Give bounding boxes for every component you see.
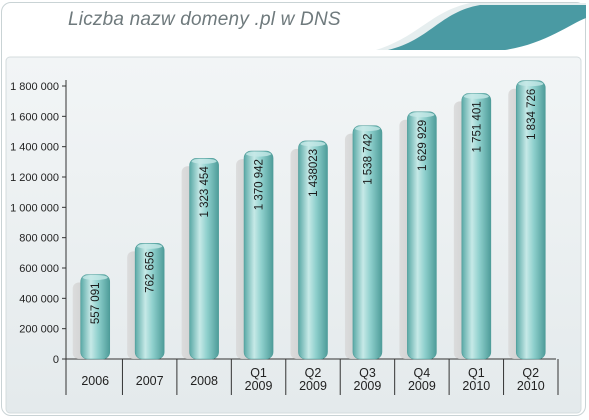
x-tick-label-quarter: Q2	[305, 366, 322, 380]
bar	[407, 111, 437, 360]
y-tick-label: 800 000	[19, 233, 59, 245]
bar-value-label: 1 323 454	[199, 166, 211, 218]
bar	[352, 125, 383, 360]
x-tick-label-year: 2010	[517, 379, 545, 393]
x-tick-label-quarter: Q1	[468, 366, 485, 380]
bar-value-label: 1 438023	[308, 149, 320, 197]
bar-top-highlight	[354, 126, 380, 132]
bar	[515, 80, 546, 360]
x-tick-label: 2008	[190, 374, 218, 388]
y-tick-label: 1 800 000	[10, 81, 59, 93]
y-tick-label: 0	[53, 354, 59, 366]
y-tick-label: 600 000	[19, 263, 59, 275]
x-tick-label: 2006	[81, 374, 109, 388]
bar-top-highlight	[82, 275, 108, 281]
y-tick-label: 1 600 000	[10, 111, 59, 123]
bar-value-label: 557 091	[90, 283, 102, 325]
bar-top-highlight	[463, 93, 489, 99]
x-tick-label-quarter: Q4	[414, 366, 431, 380]
bar-value-label: 1 751 401	[471, 101, 483, 152]
x-tick-label-year: 2009	[299, 379, 327, 393]
x-tick-label-year: 2009	[245, 379, 273, 393]
bar-value-label: 1 370 942	[254, 159, 266, 210]
x-tick-label-quarter: Q1	[250, 366, 267, 380]
x-tick-label-quarter: Q3	[359, 366, 376, 380]
bar	[243, 150, 274, 360]
bar-top-highlight	[246, 151, 272, 157]
header-accent-shape	[388, 5, 586, 50]
bar	[189, 157, 219, 360]
bar	[298, 140, 328, 360]
bar-top-highlight	[191, 158, 217, 164]
y-tick-label: 400 000	[19, 293, 59, 305]
bar-top-highlight	[137, 243, 163, 249]
bar-top-highlight	[518, 81, 544, 87]
header-swoosh	[376, 3, 586, 50]
chart-title: Liczba nazw domeny .pl w DNS	[68, 9, 341, 30]
bar-value-label: 1 629 929	[417, 120, 429, 171]
bar-value-label: 1 834 726	[526, 89, 538, 140]
bar-value-label: 1 538 742	[362, 134, 374, 185]
bar-value-label: 762 656	[145, 251, 157, 293]
y-tick-label: 1 400 000	[10, 142, 59, 154]
bar-top-highlight	[409, 112, 435, 118]
x-tick-label-quarter: Q2	[522, 366, 539, 380]
x-tick-label-year: 2010	[462, 379, 490, 393]
x-tick-label-year: 2009	[354, 379, 382, 393]
y-tick-label: 200 000	[19, 324, 59, 336]
y-tick-label: 1 000 000	[10, 202, 59, 214]
bar	[134, 243, 165, 360]
y-tick-label: 1 200 000	[10, 172, 59, 184]
bar	[461, 93, 492, 360]
bar-top-highlight	[300, 141, 326, 147]
bar	[80, 274, 111, 360]
x-tick-label-year: 2009	[408, 379, 436, 393]
x-tick-label: 2007	[136, 374, 164, 388]
